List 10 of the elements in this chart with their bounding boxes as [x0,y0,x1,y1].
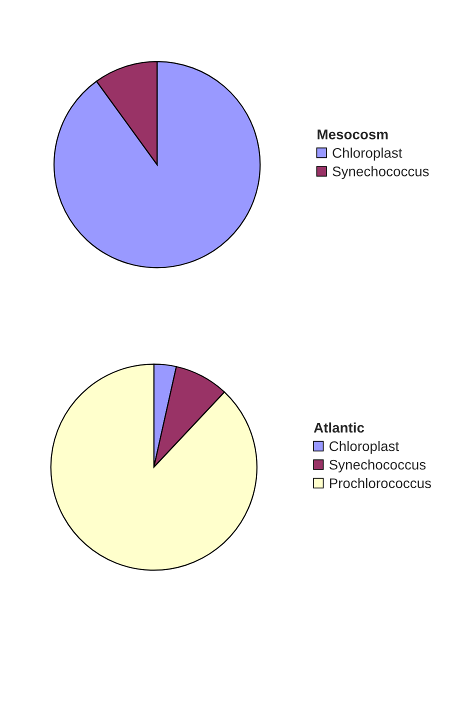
legend-label: Synechococcus [329,459,426,472]
legend-label: Chloroplast [330,440,399,454]
legend-label: Prochlorococcus [330,478,431,488]
legend-title: Atlantic [314,422,364,433]
pie-slice [53,61,261,268]
legend-title: Mesocosm [318,130,388,140]
legend-label: Synechococcus [332,166,429,180]
pie-slice [50,364,258,571]
legend-label: Chloroplast [332,148,402,161]
pie-slice [153,366,225,468]
